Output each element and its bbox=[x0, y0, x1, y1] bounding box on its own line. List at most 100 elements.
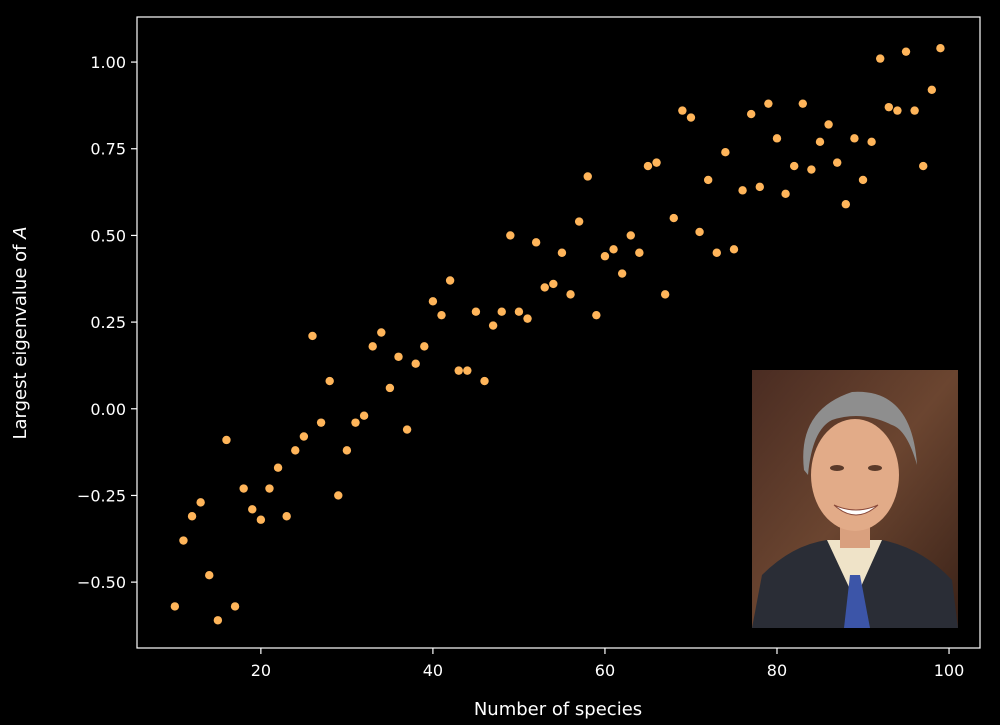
data-point bbox=[248, 505, 257, 514]
data-point bbox=[824, 120, 833, 129]
data-point bbox=[402, 425, 412, 434]
data-point bbox=[617, 269, 627, 278]
data-point bbox=[729, 245, 739, 254]
data-point bbox=[222, 435, 231, 445]
data-point bbox=[385, 383, 395, 393]
x-axis-label: Number of species bbox=[474, 699, 642, 720]
data-point bbox=[179, 536, 188, 545]
y-tick-label: 0.25 bbox=[90, 313, 126, 332]
y-tick-label: 0.50 bbox=[90, 226, 126, 245]
left-eye bbox=[830, 465, 844, 471]
data-point bbox=[359, 411, 369, 420]
data-point bbox=[901, 47, 911, 56]
data-point bbox=[798, 99, 807, 108]
data-point bbox=[394, 352, 403, 361]
x-tick-label: 100 bbox=[934, 661, 965, 680]
data-point bbox=[738, 186, 747, 195]
data-point bbox=[841, 200, 851, 209]
data-point bbox=[196, 498, 205, 507]
data-point bbox=[488, 321, 498, 330]
data-point bbox=[833, 158, 842, 167]
data-point bbox=[789, 161, 799, 171]
data-point bbox=[609, 245, 618, 254]
data-point bbox=[411, 359, 420, 368]
data-point bbox=[549, 279, 558, 289]
data-point bbox=[308, 331, 317, 341]
y-axis-label: Largest eigenvalue of A bbox=[10, 226, 31, 439]
data-point bbox=[471, 307, 481, 316]
data-point bbox=[746, 109, 756, 119]
data-point bbox=[325, 376, 334, 386]
x-tick-label: 60 bbox=[595, 661, 615, 680]
data-point bbox=[282, 512, 291, 521]
data-point bbox=[523, 314, 532, 323]
y-tick-label: 0.00 bbox=[90, 400, 126, 419]
data-point bbox=[867, 137, 876, 147]
data-point bbox=[497, 307, 506, 316]
data-point bbox=[635, 248, 644, 257]
data-point bbox=[772, 134, 782, 143]
data-point bbox=[910, 106, 919, 115]
data-point bbox=[265, 484, 274, 493]
data-point bbox=[420, 342, 429, 351]
data-point bbox=[626, 231, 635, 240]
data-point bbox=[299, 432, 309, 441]
data-point bbox=[480, 376, 489, 386]
data-point bbox=[876, 54, 885, 63]
data-point bbox=[574, 217, 584, 226]
data-point bbox=[600, 252, 610, 261]
data-point bbox=[540, 283, 549, 292]
data-point bbox=[506, 231, 515, 240]
y-axis-label-italic: A bbox=[10, 226, 31, 239]
data-point bbox=[291, 446, 300, 455]
points-layer bbox=[170, 44, 945, 625]
y-tick-label: 1.00 bbox=[90, 53, 126, 72]
data-point bbox=[557, 248, 567, 257]
data-point bbox=[377, 328, 386, 337]
data-point bbox=[781, 189, 790, 199]
y-tick-label: −0.50 bbox=[77, 573, 126, 592]
data-point bbox=[437, 310, 446, 320]
data-point bbox=[764, 99, 773, 108]
x-tick-label: 20 bbox=[251, 661, 271, 680]
data-point bbox=[884, 102, 894, 112]
data-point bbox=[351, 418, 360, 427]
data-point bbox=[566, 290, 575, 299]
y-tick-label: −0.25 bbox=[77, 486, 126, 505]
data-point bbox=[213, 616, 223, 625]
data-point bbox=[755, 182, 764, 192]
data-point bbox=[463, 366, 472, 375]
x-tick-label: 80 bbox=[767, 661, 787, 680]
data-point bbox=[368, 342, 377, 351]
data-point bbox=[583, 172, 592, 181]
data-point bbox=[712, 248, 721, 257]
hair bbox=[803, 391, 917, 475]
data-point bbox=[342, 446, 352, 455]
data-point bbox=[316, 418, 326, 427]
data-point bbox=[893, 106, 902, 115]
data-point bbox=[230, 602, 240, 611]
data-point bbox=[850, 134, 859, 143]
face bbox=[811, 419, 899, 531]
y-axis-label-text: Largest eigenvalue of bbox=[10, 239, 31, 440]
data-point bbox=[256, 515, 266, 524]
data-point bbox=[703, 175, 713, 185]
data-point bbox=[919, 161, 928, 171]
data-point bbox=[445, 276, 455, 285]
data-point bbox=[428, 297, 438, 306]
data-point bbox=[239, 484, 248, 493]
data-point bbox=[695, 227, 704, 237]
data-point bbox=[936, 44, 945, 53]
data-point bbox=[205, 570, 214, 580]
data-point bbox=[273, 463, 283, 472]
data-point bbox=[170, 602, 180, 611]
data-point bbox=[592, 310, 601, 320]
data-point bbox=[686, 113, 696, 122]
y-tick-label: 0.75 bbox=[90, 140, 126, 159]
data-point bbox=[454, 366, 463, 375]
data-point bbox=[858, 175, 868, 185]
y-axis: −0.50 −0.25 0.00 0.25 0.50 0.75 1.00 bbox=[77, 53, 137, 592]
x-axis: 20 40 60 80 100 bbox=[251, 648, 965, 680]
data-point bbox=[815, 137, 825, 147]
